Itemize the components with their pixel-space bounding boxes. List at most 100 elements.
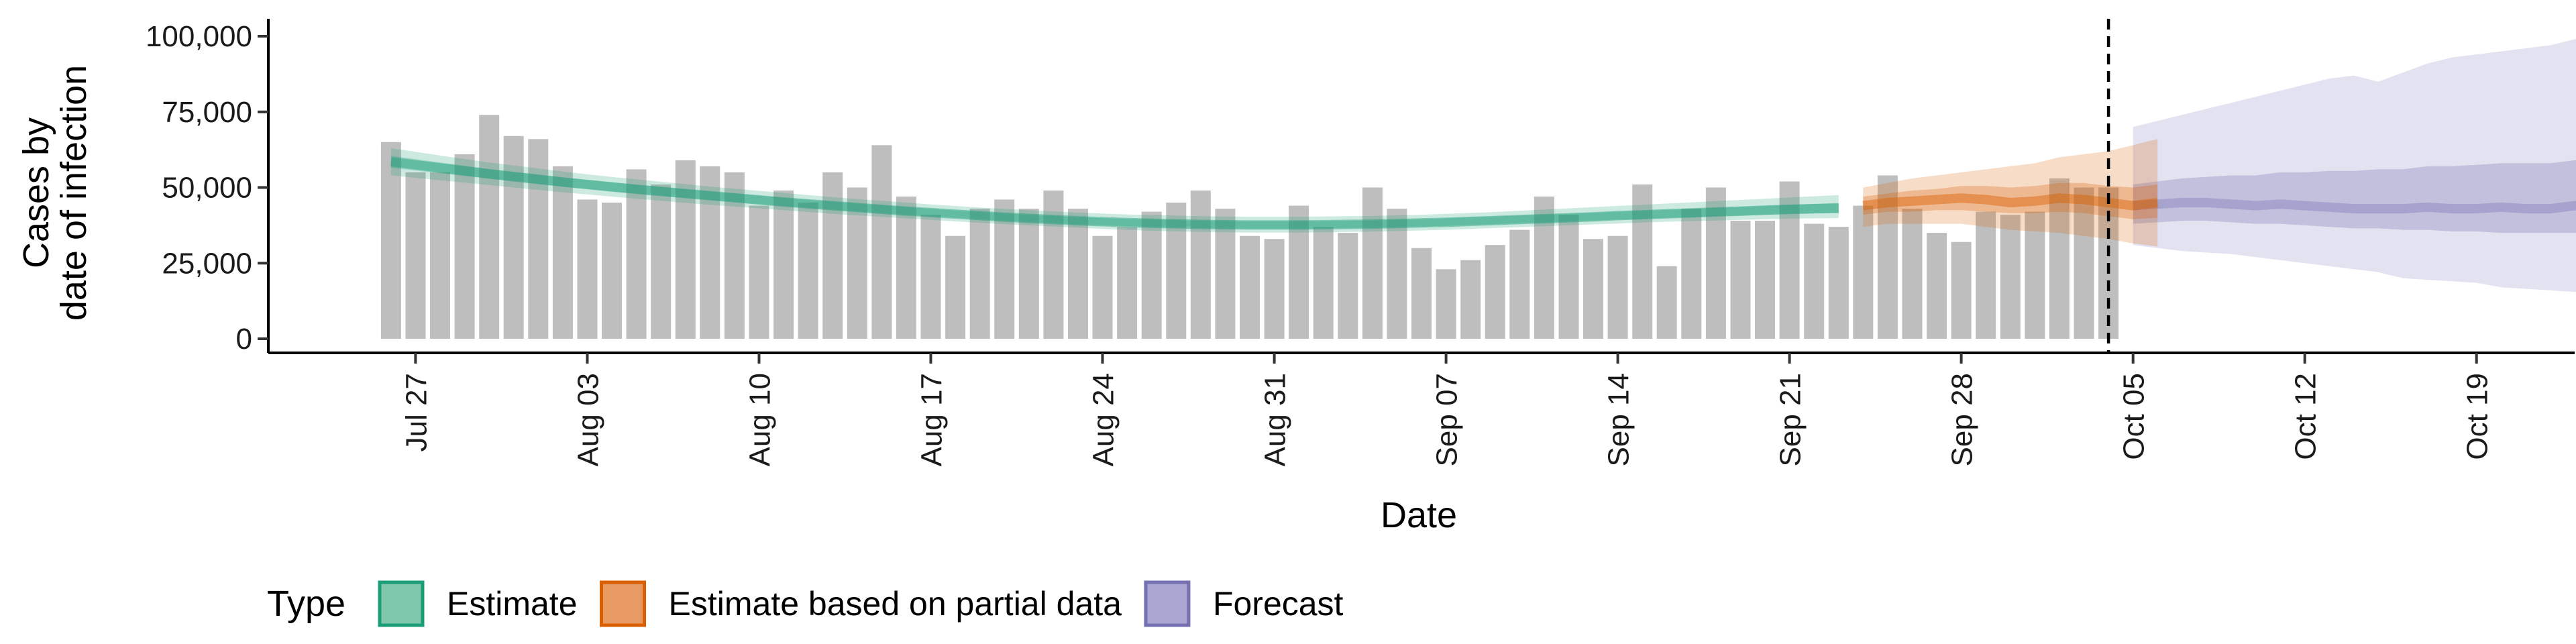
case-bar <box>1730 221 1751 339</box>
case-bar <box>1043 191 1064 339</box>
case-bar <box>1313 227 1334 339</box>
x-tick-label: Sep 21 <box>1774 373 1807 466</box>
x-tick-label: Oct 12 <box>2290 373 2322 460</box>
case-bar <box>1289 205 1309 339</box>
case-bar <box>2025 211 2045 339</box>
case-bar <box>2049 178 2070 339</box>
case-bar <box>1951 241 1972 339</box>
case-bar <box>1877 175 1898 339</box>
y-tick-label: 25,000 <box>162 247 252 280</box>
case-bar <box>1607 235 1628 339</box>
case-bar <box>920 215 941 339</box>
partial-estimate-band-50 <box>1863 182 2158 219</box>
case-bar <box>1509 229 1530 339</box>
legend-title: Type <box>267 584 345 624</box>
case-bar <box>1656 266 1677 339</box>
case-bar <box>1117 227 1138 339</box>
case-bar <box>528 139 549 339</box>
case-bar <box>626 169 647 339</box>
y-tick-label: 50,000 <box>162 172 252 205</box>
case-bar <box>1190 191 1211 339</box>
case-bar <box>1485 245 1505 339</box>
forecast-band-50 <box>2133 160 2576 233</box>
case-bar <box>503 136 524 339</box>
case-bar <box>405 172 426 339</box>
legend-swatch <box>378 580 425 627</box>
case-bar <box>1362 187 1383 339</box>
y-tick-label: 100,000 <box>146 20 252 53</box>
case-bar <box>994 199 1015 339</box>
x-tick-label: Aug 31 <box>1259 373 1292 466</box>
case-bar <box>798 203 818 339</box>
case-bar <box>1681 209 1702 339</box>
case-bar <box>773 191 794 339</box>
y-tick-label: 75,000 <box>162 96 252 129</box>
x-tick-label: Oct 05 <box>2118 373 2151 460</box>
legend: Type Estimate Estimate based on partial da… <box>267 580 1344 627</box>
case-bar <box>1215 209 1236 339</box>
case-bar <box>871 145 892 339</box>
case-bar <box>1779 181 1800 339</box>
case-bar <box>1804 223 1825 339</box>
case-bar <box>945 235 966 339</box>
x-tick-label: Jul 27 <box>400 373 433 451</box>
x-axis-title: Date <box>1381 495 1457 535</box>
case-bar <box>2074 187 2094 339</box>
case-bar <box>1411 248 1432 339</box>
case-bar <box>675 160 696 339</box>
y-axis-title-line: Cases by <box>16 117 56 268</box>
x-tick-label: Aug 10 <box>744 373 777 466</box>
case-bar <box>380 142 401 339</box>
case-bar <box>1927 233 1947 339</box>
case-bar <box>651 184 672 339</box>
case-bar <box>1338 233 1358 339</box>
case-bar <box>1534 197 1554 339</box>
case-bar <box>552 166 573 339</box>
uncertainty-bands <box>2133 39 2576 292</box>
y-tick-label: 0 <box>236 323 252 356</box>
case-bar <box>724 172 745 339</box>
x-tick-label: Aug 03 <box>572 373 605 466</box>
case-bar <box>1092 235 1113 339</box>
partial-estimate-band-90 <box>1863 139 2158 247</box>
legend-swatch <box>600 580 647 627</box>
case-bar <box>1264 239 1285 339</box>
estimate-overlays <box>390 139 2159 247</box>
case-bar <box>1141 211 1162 339</box>
x-tick-label: Sep 14 <box>1603 373 1635 466</box>
case-bar <box>430 172 450 339</box>
case-bar <box>1705 187 1726 339</box>
x-tick-label: Sep 07 <box>1431 373 1464 466</box>
case-bar <box>1460 260 1481 339</box>
case-bar <box>1018 209 1039 339</box>
case-bar <box>1632 184 1653 339</box>
legend-swatch <box>1144 580 1191 627</box>
estimate-median-line <box>390 157 1839 230</box>
case-bar <box>1755 221 1775 339</box>
case-bar <box>1436 269 1456 339</box>
case-bar <box>1166 203 1187 339</box>
case-bar <box>969 209 990 339</box>
x-tick-label: Sep 28 <box>1946 373 1979 466</box>
case-bar <box>1068 209 1088 339</box>
case-bar <box>602 203 622 339</box>
case-bar <box>1828 227 1849 339</box>
axes: 0 25,000 50,000 75,000 100,000 Jul 27 Aug 03 Au… <box>16 19 2575 535</box>
case-bar <box>577 199 598 339</box>
case-bar <box>749 205 769 339</box>
case-bar <box>1853 205 1874 339</box>
case-bar <box>1976 211 1996 339</box>
partial-estimate-median-line <box>1862 193 2159 211</box>
case-bar <box>896 197 916 339</box>
x-tick-label: Aug 24 <box>1087 373 1120 466</box>
case-bar <box>1558 215 1579 339</box>
case-bar <box>454 154 475 339</box>
legend-label: Forecast <box>1213 585 1344 623</box>
x-tick-label: Oct 19 <box>2461 373 2494 460</box>
case-bar <box>479 115 500 339</box>
estimate-band-50 <box>390 156 1839 229</box>
case-bar <box>1387 209 1407 339</box>
case-bar <box>822 172 843 339</box>
